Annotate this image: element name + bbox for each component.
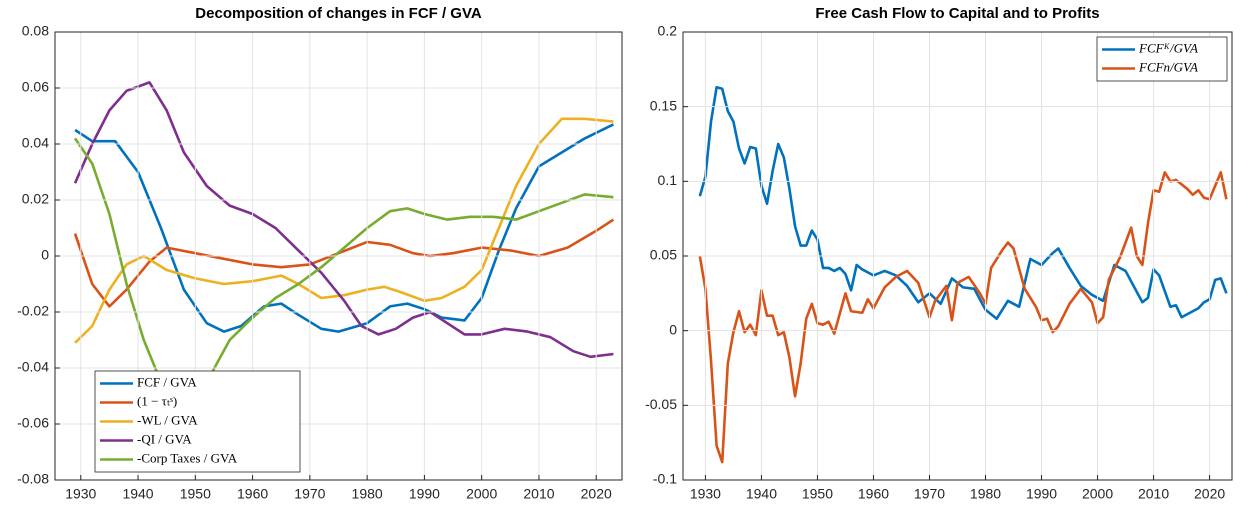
x-tick-label: 1960 <box>237 486 268 502</box>
y-tick-label: 0 <box>41 247 49 263</box>
plot-area <box>698 85 1228 464</box>
axes-box <box>682 31 1233 481</box>
legend-label: FCFᴷ/GVA <box>1138 40 1198 55</box>
x-tick-label: 1940 <box>122 486 153 502</box>
y-tick-label: 0.05 <box>650 247 677 263</box>
chart-title: Decomposition of changes in FCF / GVA <box>195 5 482 22</box>
x-tick-label: 1970 <box>294 486 325 502</box>
x-tick-label: 1930 <box>690 486 721 502</box>
x-tick-label: 1990 <box>1026 486 1057 502</box>
series-line <box>73 81 614 359</box>
x-tick-label: 2020 <box>581 486 612 502</box>
series-line <box>698 171 1228 464</box>
y-tick-label: -0.02 <box>17 303 49 319</box>
x-tick-label: 2000 <box>1082 486 1113 502</box>
x-tick-label: 2000 <box>466 486 497 502</box>
x-tick-label: 1970 <box>914 486 945 502</box>
legend-box <box>1096 36 1228 82</box>
x-tick-label: 1950 <box>802 486 833 502</box>
chart-title: Free Cash Flow to Capital and to Profits <box>815 5 1099 22</box>
x-tick-label: 1940 <box>746 486 777 502</box>
axes-box <box>54 31 623 481</box>
x-tick-label: 1990 <box>409 486 440 502</box>
series-line <box>698 85 1228 321</box>
y-tick-label: -0.06 <box>17 415 49 431</box>
y-tick-label: 0.02 <box>22 191 49 207</box>
series-line <box>73 137 614 412</box>
legend-label: FCFᴨ/GVA <box>1138 59 1198 74</box>
series-line <box>74 117 614 344</box>
y-tick-label: -0.04 <box>17 359 49 375</box>
y-tick-label: 0.2 <box>658 23 678 39</box>
x-tick-label: 1980 <box>970 486 1001 502</box>
y-tick-label: 0 <box>669 321 677 337</box>
x-tick-label: 1960 <box>858 486 889 502</box>
x-tick-label: 2020 <box>1194 486 1225 502</box>
y-tick-label: 0.08 <box>22 23 49 39</box>
x-tick-label: 1930 <box>65 486 96 502</box>
y-tick-label: -0.05 <box>645 396 677 412</box>
plot-area <box>73 81 615 412</box>
y-tick-label: 0.15 <box>650 97 677 113</box>
y-tick-label: 0.06 <box>22 79 49 95</box>
legend-label: -WL / GVA <box>137 412 198 427</box>
x-tick-label: 1980 <box>352 486 383 502</box>
legend-label: FCF / GVA <box>137 374 197 389</box>
x-tick-label: 2010 <box>523 486 554 502</box>
legend-label: -QI / GVA <box>137 431 192 446</box>
y-tick-label: -0.1 <box>653 471 677 487</box>
y-tick-label: -0.08 <box>17 471 49 487</box>
legend-label: -Corp Taxes / GVA <box>137 450 238 465</box>
legend-label: (1 − τₜˢ) <box>137 393 177 408</box>
y-tick-label: 0.1 <box>658 172 678 188</box>
x-tick-label: 2010 <box>1138 486 1169 502</box>
x-tick-label: 1950 <box>180 486 211 502</box>
y-tick-label: 0.04 <box>22 135 49 151</box>
